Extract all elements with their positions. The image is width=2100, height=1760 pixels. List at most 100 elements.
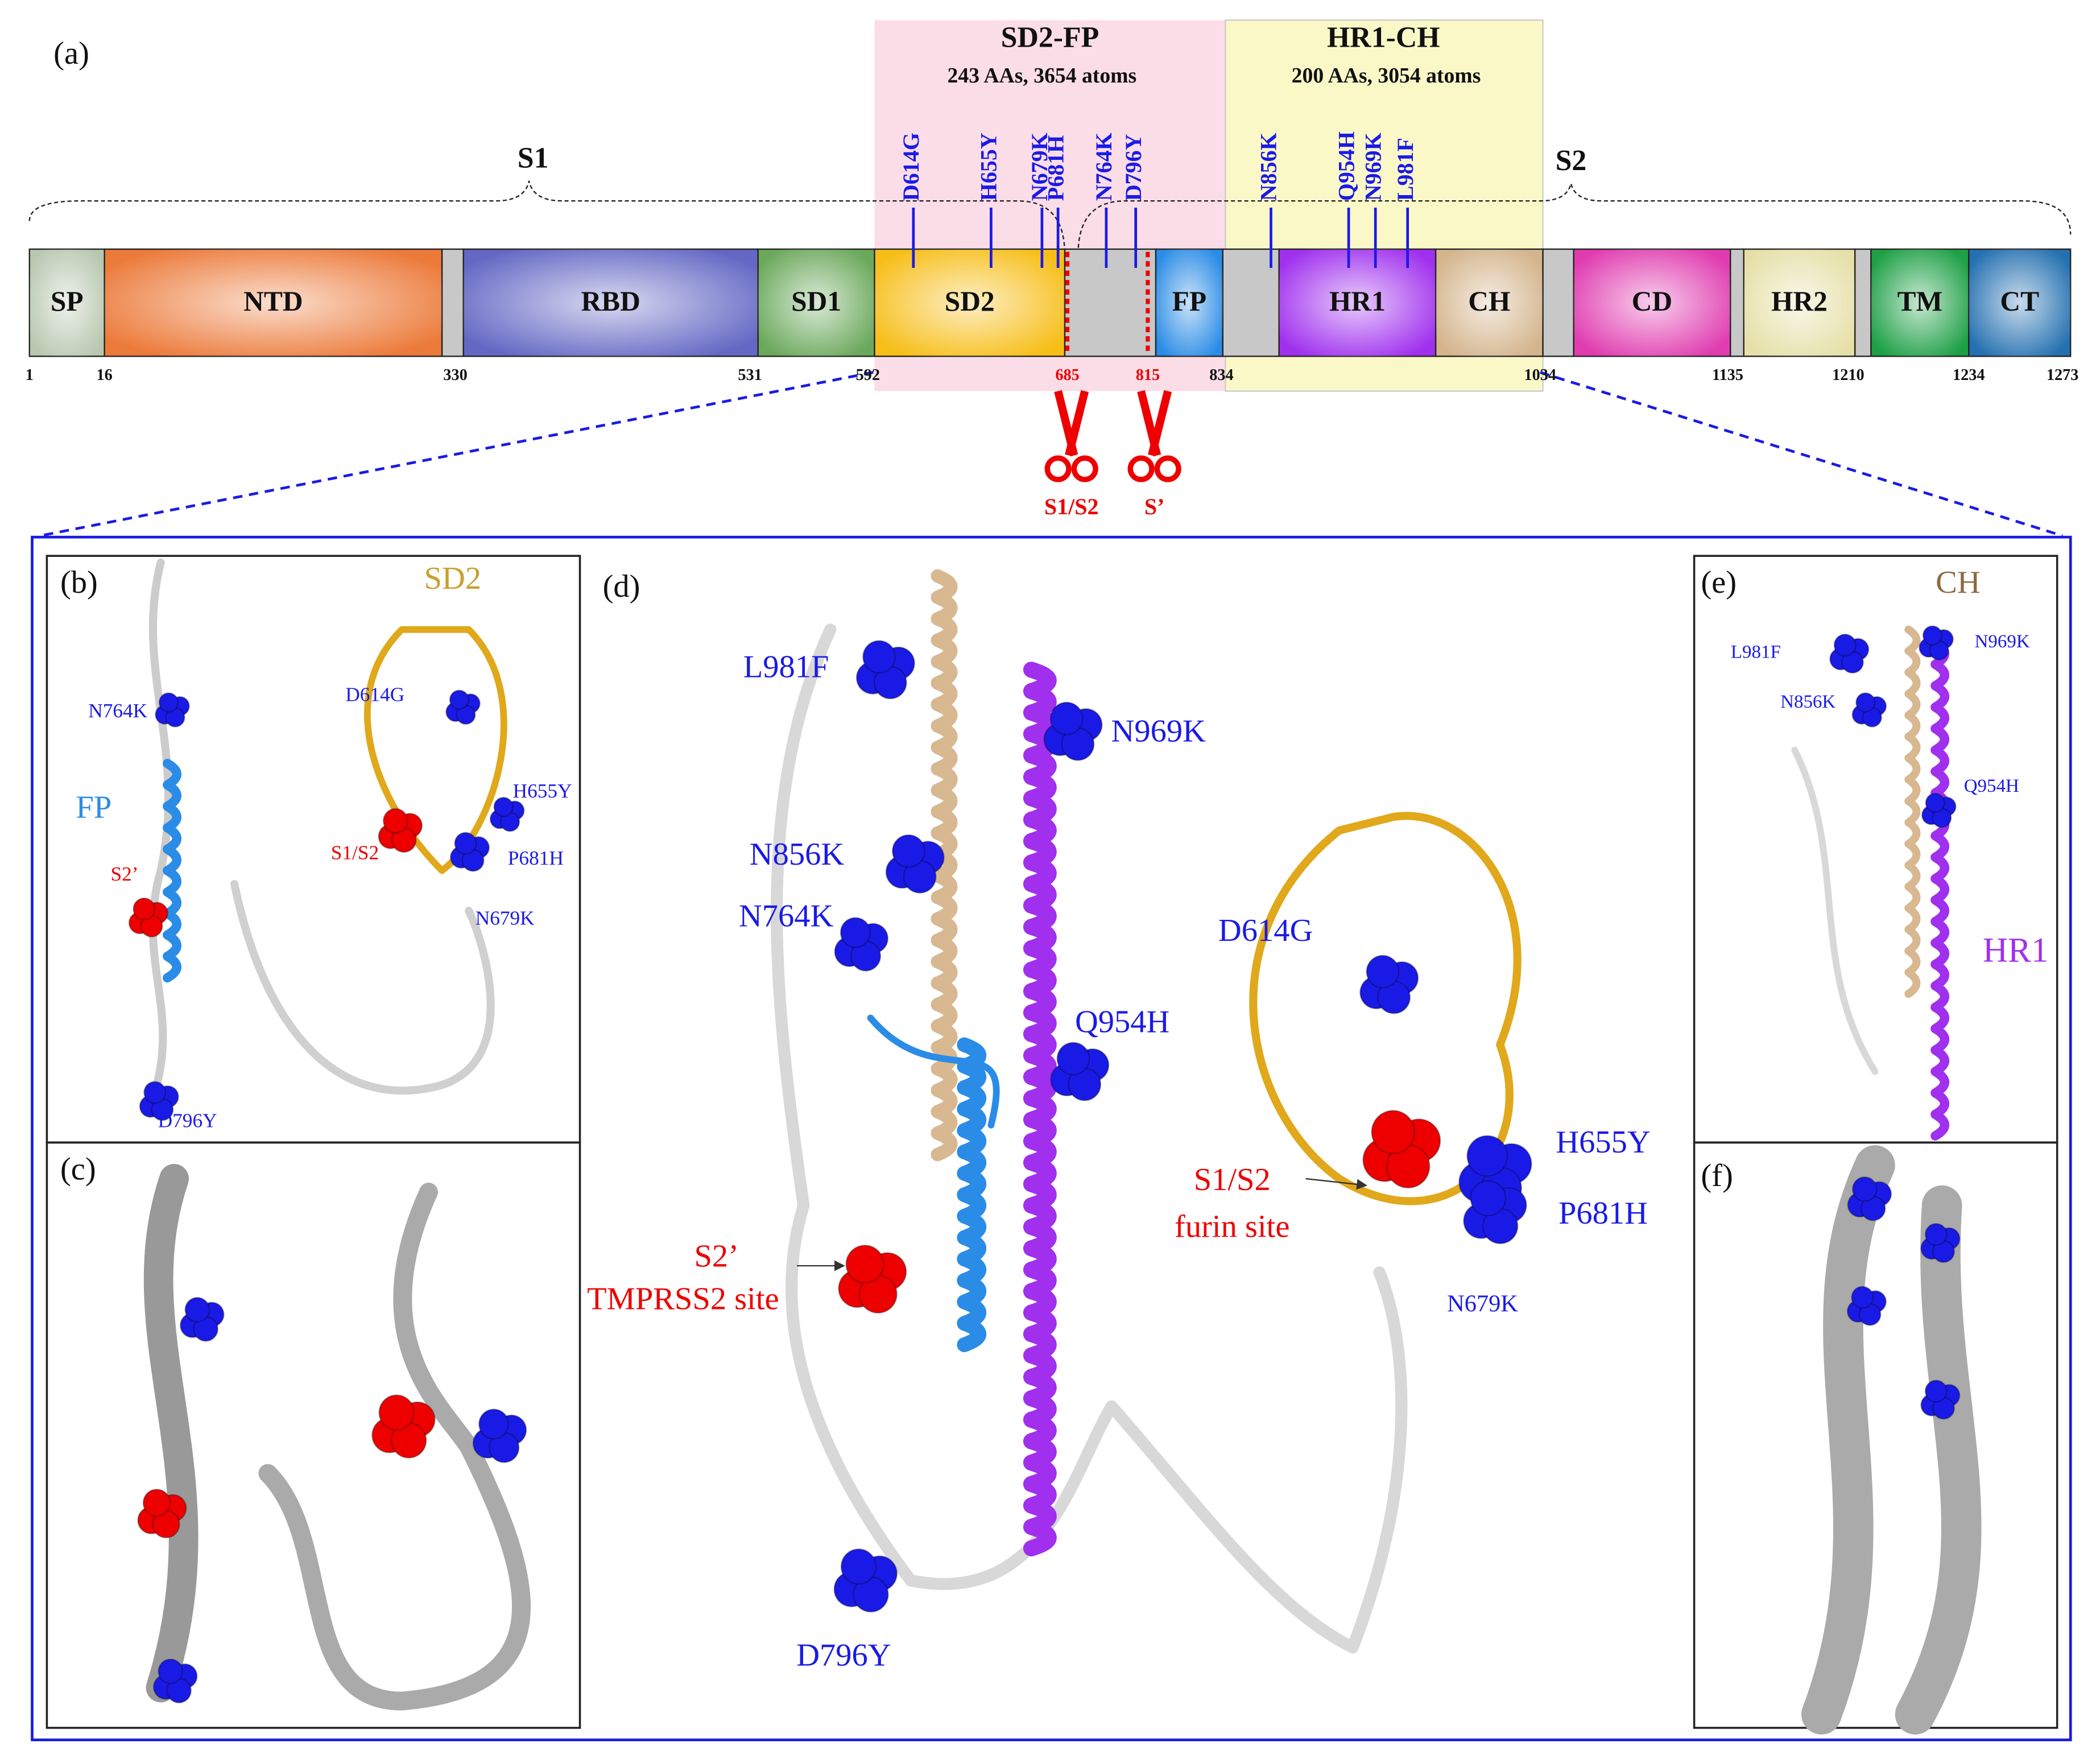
residue-label: TMPRSS2 site	[587, 1282, 779, 1317]
zoom-line	[1540, 371, 2063, 538]
ribbon	[143, 1164, 199, 1703]
atom-sphere	[184, 1296, 210, 1323]
position-label: 1273	[2047, 366, 2078, 384]
domain-shine	[29, 249, 105, 357]
atom-sphere	[378, 1394, 415, 1431]
panel-label: (b)	[60, 565, 98, 600]
atom-sphere	[158, 1658, 184, 1684]
panel-f-frame	[1693, 1141, 2058, 1729]
pointer	[1305, 1178, 1368, 1190]
residue-label: D796Y	[796, 1638, 891, 1673]
residue-label: S2’	[694, 1238, 739, 1274]
region-detail: 200 AAs, 3054 atoms	[1292, 64, 1481, 88]
residue-label: L981F	[1731, 642, 1781, 663]
residue-label: S1/S2	[331, 841, 379, 864]
atom-sphere	[1922, 625, 1943, 646]
atom-sphere	[382, 808, 408, 834]
mutation-label: L981F	[1392, 138, 1418, 201]
domain-label: TM	[1897, 286, 1942, 317]
panel-label: (c)	[60, 1151, 96, 1187]
mutation-label: P681H	[1043, 135, 1068, 201]
ribbon	[957, 1037, 986, 1352]
atom-sphere	[845, 1245, 884, 1284]
linker	[1729, 248, 1745, 357]
atom-sphere	[1925, 792, 1945, 813]
atom-sphere	[133, 897, 156, 920]
ribbon	[163, 758, 181, 983]
residue-label: D796Y	[158, 1109, 217, 1131]
residue-label: H655Y	[1556, 1125, 1650, 1160]
domain-shine	[104, 249, 443, 357]
ribbon	[1023, 662, 1057, 1557]
mutation-label: D614G	[898, 133, 924, 201]
region-name: HR1-CH	[1327, 22, 1440, 54]
atom-sphere	[449, 689, 470, 710]
position-label: 1135	[1712, 366, 1743, 384]
position-label: 815	[1136, 366, 1160, 384]
ribbon	[1791, 746, 1879, 1075]
residue-label: N764K	[88, 700, 147, 722]
residue-label: N764K	[739, 898, 834, 933]
residue-label: Q954H	[1964, 776, 2019, 796]
position-label: 16	[97, 366, 113, 384]
atom-sphere	[1833, 633, 1857, 657]
residue-label: S1/S2	[1194, 1162, 1271, 1197]
domain-label: NTD	[243, 286, 303, 317]
atom-sphere	[493, 796, 514, 817]
domain-shine	[1743, 249, 1855, 357]
domain-label: CT	[2000, 286, 2039, 317]
residue-label: P681H	[1559, 1196, 1648, 1231]
mutation-label: H655Y	[976, 133, 1002, 201]
mutation-label: Q954H	[1333, 131, 1359, 201]
panel-c-frame	[46, 1141, 581, 1729]
atom-sphere	[158, 692, 179, 713]
atom-sphere	[1851, 1176, 1878, 1202]
atom-sphere	[1466, 1135, 1508, 1177]
scissors	[1137, 390, 1172, 457]
s2-label: S2	[1556, 144, 1587, 177]
s2-brace	[1077, 183, 2072, 255]
zoom-line	[40, 371, 874, 538]
cleavage-label: S’	[1144, 494, 1165, 519]
atom-sphere	[454, 832, 477, 855]
scissors	[1127, 455, 1155, 482]
scissors	[1154, 455, 1181, 482]
residue-label: N969K	[1111, 713, 1206, 749]
domain-label: SD1	[791, 286, 841, 317]
domain-shine	[758, 249, 875, 357]
atom-sphere	[840, 1548, 877, 1585]
atom-sphere	[143, 1081, 167, 1104]
domain-shine	[1969, 249, 2071, 357]
domain-label: FP	[76, 790, 111, 825]
position-label: 1034	[1524, 366, 1557, 384]
residue-label: P681H	[508, 847, 564, 869]
mutation-label: N679K	[1027, 133, 1052, 201]
region-name: SD2-FP	[1001, 22, 1099, 54]
linker	[1854, 248, 1872, 357]
domain-label: HR1	[1983, 931, 2049, 970]
ribbon	[771, 623, 1408, 1654]
atom-sphere	[1470, 1180, 1506, 1217]
atom-sphere	[1049, 701, 1084, 736]
atom-sphere	[862, 640, 896, 674]
domain-label: RBD	[581, 286, 640, 317]
position-label: 1234	[1953, 366, 1985, 384]
position-label: 1210	[1832, 366, 1865, 384]
panel-label: (a)	[53, 36, 89, 71]
residue-label: furin site	[1175, 1209, 1289, 1245]
domain-shine	[1871, 249, 1969, 357]
domain-shine	[1436, 249, 1543, 357]
domain-label: HR2	[1771, 286, 1828, 317]
domain-shine	[874, 249, 1065, 357]
residue-label: D614G	[1218, 913, 1313, 948]
mutation-label: N969K	[1360, 133, 1386, 201]
position-label: 330	[443, 366, 467, 384]
linker	[1064, 248, 1157, 357]
ribbon	[258, 1183, 531, 1711]
ribbon	[1904, 625, 1921, 998]
atom-sphere	[142, 1489, 171, 1517]
residue-label: N856K	[750, 837, 845, 872]
mutation-label: D796Y	[1121, 134, 1146, 201]
